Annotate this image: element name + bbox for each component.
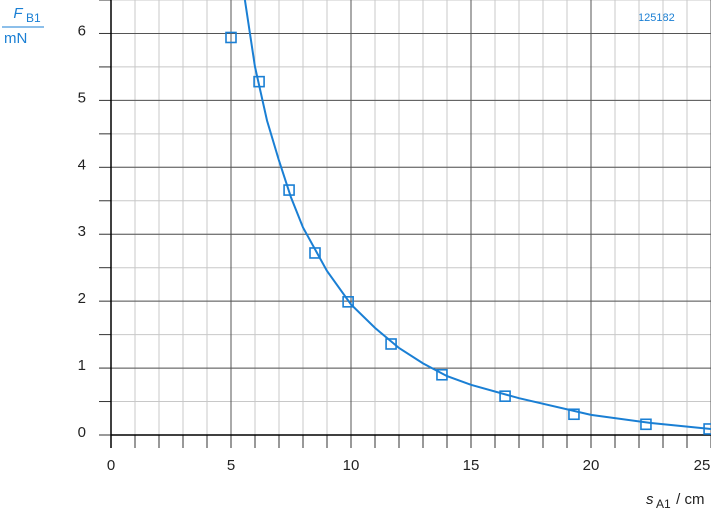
x-tick-label: 10 xyxy=(343,457,360,474)
y-tick-label: 5 xyxy=(78,89,86,106)
data-point xyxy=(225,31,237,44)
y-tick-label: 4 xyxy=(78,156,86,173)
data-point xyxy=(283,184,295,196)
x-tick-label: 0 xyxy=(107,457,115,474)
y-label-subscript: B1 xyxy=(26,11,41,25)
data-point xyxy=(640,418,652,431)
fit-curve xyxy=(243,0,711,430)
x-label-symbol: s xyxy=(646,491,654,508)
y-tick-label: 3 xyxy=(78,223,86,240)
y-label-symbol: F xyxy=(13,5,23,22)
data-point xyxy=(436,368,448,381)
x-tick-label: 25 xyxy=(694,457,711,474)
x-tick-label: 20 xyxy=(583,457,600,474)
data-point xyxy=(253,75,265,88)
data-point xyxy=(309,247,321,259)
y-tick-label: 2 xyxy=(78,290,86,307)
y-tick-label: 6 xyxy=(78,22,86,39)
y-tick-label: 0 xyxy=(78,424,86,441)
annotation: 125182 xyxy=(638,12,675,24)
x-tick-label: 5 xyxy=(227,457,235,474)
x-label-rest: / cm xyxy=(672,491,705,508)
data-point xyxy=(499,390,511,402)
y-label-unit: mN xyxy=(4,30,27,47)
x-label-subscript: A1 xyxy=(656,497,671,511)
data-point xyxy=(568,408,580,421)
data-point xyxy=(703,423,711,435)
data-point xyxy=(342,296,354,308)
x-tick-label: 15 xyxy=(463,457,480,474)
data-point xyxy=(385,338,397,350)
y-tick-label: 1 xyxy=(78,357,86,374)
